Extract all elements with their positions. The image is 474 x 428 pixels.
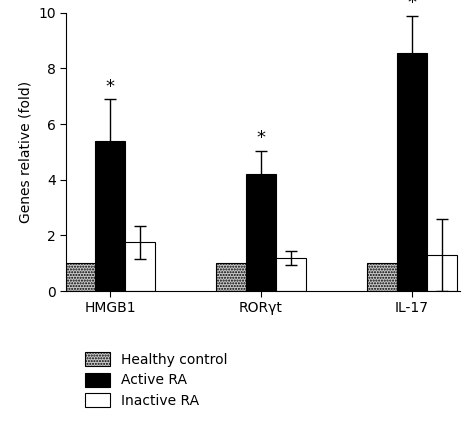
Text: *: *	[106, 78, 115, 96]
Text: *: *	[407, 0, 416, 12]
Bar	[427, 255, 457, 291]
Bar	[216, 263, 246, 291]
Bar	[276, 258, 306, 291]
Bar	[366, 263, 397, 291]
Bar	[65, 263, 95, 291]
Y-axis label: Genes relative (fold): Genes relative (fold)	[19, 81, 33, 223]
Bar	[125, 242, 155, 291]
Legend: Healthy control, Active RA, Inactive RA: Healthy control, Active RA, Inactive RA	[81, 348, 232, 412]
Bar	[397, 53, 427, 291]
Text: *: *	[256, 129, 265, 147]
Bar	[95, 141, 125, 291]
Bar	[246, 174, 276, 291]
